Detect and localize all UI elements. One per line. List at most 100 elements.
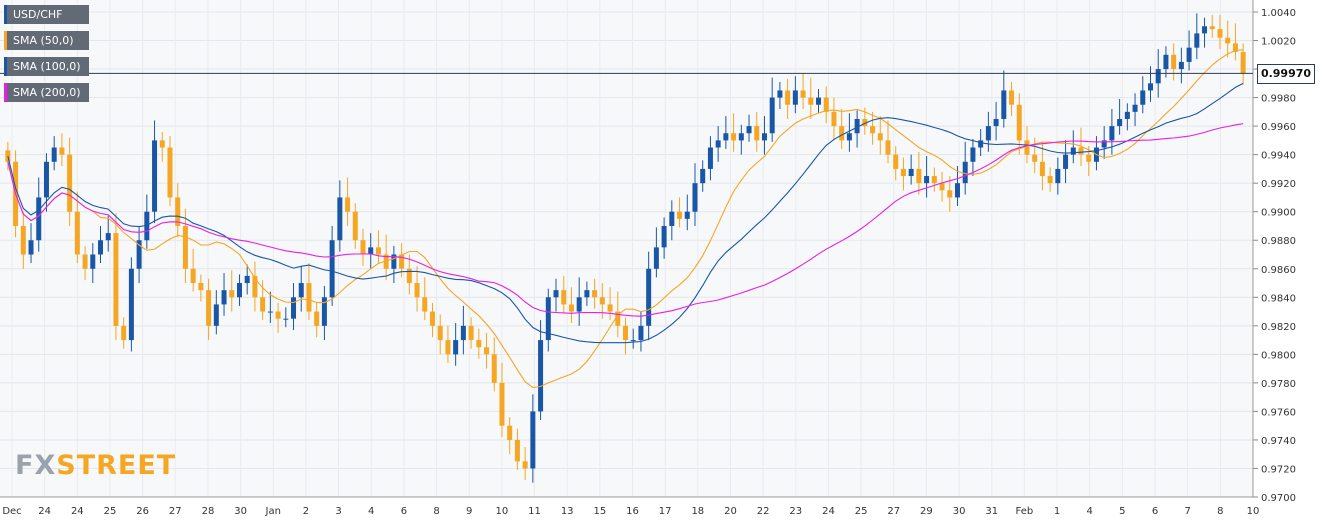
x-tick-label: 23 — [789, 506, 802, 517]
candle-body — [1024, 140, 1030, 155]
x-tick-label: 15 — [593, 506, 606, 517]
x-tick-label: 27 — [169, 506, 182, 517]
candle-body — [82, 254, 88, 269]
candle-body — [414, 283, 420, 298]
candle-body — [437, 325, 443, 341]
x-tick-label: 24 — [822, 506, 835, 517]
candle-body — [337, 197, 343, 241]
candle-body — [1001, 90, 1007, 119]
y-tick-label: 0.9860 — [1261, 265, 1296, 276]
candle-body — [260, 297, 266, 312]
candle-body — [653, 247, 659, 269]
legend-swatch-sma50 — [4, 31, 7, 50]
candle-body — [152, 140, 158, 212]
candle-body — [460, 325, 466, 341]
legend-item-sma50[interactable]: SMA (50,0) — [4, 31, 89, 50]
candle-body — [970, 147, 976, 162]
candle-body — [51, 147, 57, 162]
candle-body — [20, 225, 26, 255]
candle-body — [1178, 61, 1184, 70]
candle-body — [862, 118, 868, 127]
candle-body — [360, 240, 366, 255]
x-tick-label: 31 — [985, 506, 998, 517]
candle-body — [113, 233, 119, 326]
legend-item-sma100[interactable]: SMA (100,0) — [4, 57, 89, 76]
y-tick-label: 0.9960 — [1261, 122, 1296, 133]
candle-body — [1101, 140, 1107, 148]
candle-body — [491, 354, 497, 383]
candle-body — [59, 147, 65, 155]
candle-body — [1225, 37, 1231, 44]
candle-body — [1209, 26, 1215, 30]
candle-body — [792, 90, 798, 105]
candle-body — [383, 254, 389, 269]
candle-body — [375, 247, 381, 255]
candle-body — [900, 168, 906, 177]
candle-body — [267, 311, 273, 313]
y-tick-label: 0.9820 — [1261, 322, 1296, 333]
candle-body — [136, 240, 142, 269]
chart-legend: USD/CHF SMA (50,0) SMA (100,0) SMA (200,… — [4, 5, 89, 109]
candle-body — [1147, 83, 1153, 91]
legend-item-sma200[interactable]: SMA (200,0) — [4, 83, 89, 102]
x-tick-label: 6 — [401, 506, 407, 517]
candle-body — [924, 176, 930, 184]
candle-body — [43, 161, 49, 198]
candle-body — [538, 340, 544, 412]
candle-body — [947, 190, 953, 198]
legend-swatch-sma100 — [4, 57, 7, 76]
candle-body — [306, 283, 312, 312]
candle-body — [777, 90, 783, 98]
candle-body — [1217, 29, 1223, 38]
x-tick-label: 2 — [303, 506, 309, 517]
candle-body — [677, 211, 683, 219]
y-tick-label: 0.9920 — [1261, 179, 1296, 190]
candle-body — [252, 275, 258, 298]
y-tick-label: 0.9840 — [1261, 293, 1296, 304]
candle-body — [1140, 90, 1146, 105]
x-tick-label: 24 — [71, 506, 84, 517]
candle-body — [406, 268, 412, 284]
candle-body — [839, 126, 845, 141]
candle-body — [422, 297, 428, 312]
candle-body — [98, 240, 104, 255]
candle-body — [28, 240, 34, 255]
x-tick-label: 20 — [724, 506, 737, 517]
x-tick-label: 25 — [104, 506, 117, 517]
candle-body — [67, 154, 73, 212]
candle-body — [175, 197, 181, 226]
candle-body — [1194, 33, 1200, 48]
candle-body — [954, 183, 960, 198]
candle-body — [345, 197, 351, 212]
candle-body — [1186, 47, 1192, 62]
candle-body — [213, 304, 219, 326]
y-tick-label: 0.9760 — [1261, 407, 1296, 418]
candle-body — [1039, 161, 1045, 177]
x-tick-label: Feb — [1016, 506, 1034, 517]
candle-body — [484, 347, 490, 355]
candle-body — [476, 340, 482, 348]
x-tick-label: 13 — [561, 506, 574, 517]
candle-body — [90, 254, 96, 269]
candle-body — [785, 90, 791, 105]
x-tick-label: 4 — [368, 506, 374, 517]
candle-body — [291, 297, 297, 319]
candle-body — [1163, 54, 1169, 70]
legend-item-usdchf[interactable]: USD/CHF — [4, 5, 89, 24]
x-tick-label: 9 — [466, 506, 472, 517]
candle-body — [221, 290, 227, 305]
candle-body — [1117, 118, 1123, 127]
candle-body — [754, 126, 760, 141]
candle-body — [5, 150, 11, 162]
candle-body — [854, 118, 860, 134]
candle-body — [908, 168, 914, 177]
candle-body — [352, 211, 358, 241]
x-tick-label: 16 — [626, 506, 639, 517]
legend-label-usdchf: USD/CHF — [13, 8, 63, 21]
sma100-line — [7, 82, 1244, 344]
candle-body — [530, 411, 536, 469]
y-tick-label: 0.9900 — [1261, 208, 1296, 219]
x-tick-label: 10 — [496, 506, 509, 517]
candle-body — [1109, 126, 1115, 141]
candle-body — [391, 254, 397, 269]
